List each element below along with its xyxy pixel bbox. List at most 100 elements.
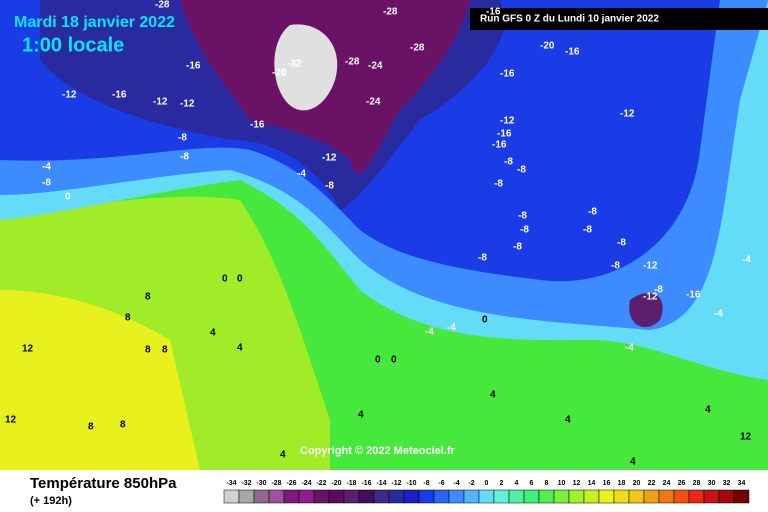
contour-label: -24 xyxy=(366,97,381,108)
scale-label: -2 xyxy=(468,480,474,487)
contour-label: -8 xyxy=(42,178,51,189)
contour-label: -12 xyxy=(62,90,77,101)
contour-label: -16 xyxy=(486,7,501,18)
contour-label: 0 xyxy=(375,355,381,366)
contour-label: -16 xyxy=(492,140,507,151)
contour-label: -8 xyxy=(518,211,527,222)
scale-label: 22 xyxy=(648,480,656,487)
contour-label: -12 xyxy=(322,153,337,164)
scale-label: -14 xyxy=(376,480,386,487)
contour-label: -8 xyxy=(611,261,620,272)
contour-label: -20 xyxy=(272,68,287,79)
contour-label: 0 xyxy=(237,274,243,285)
contour-label: -12 xyxy=(153,97,168,108)
scale-swatch xyxy=(313,489,330,504)
contour-label: 12 xyxy=(22,344,34,355)
scale-label: -12 xyxy=(391,480,401,487)
scale-label: 18 xyxy=(618,480,626,487)
contour-label: 0 xyxy=(65,192,71,203)
contour-label: -4 xyxy=(742,255,751,266)
scale-label: -28 xyxy=(271,480,281,487)
scale-swatch xyxy=(268,489,285,504)
contour-label: 0 xyxy=(482,315,488,326)
scale-label: -20 xyxy=(331,480,341,487)
contour-label: -16 xyxy=(186,61,201,72)
contour-label: 4 xyxy=(705,405,711,416)
contour-label: -20 xyxy=(540,41,555,52)
scale-swatch xyxy=(448,489,465,504)
contour-label: -4 xyxy=(297,169,306,180)
contour-label: -12 xyxy=(643,261,658,272)
contour-label: -32 xyxy=(287,59,302,70)
scale-label: 4 xyxy=(515,480,519,487)
contour-label: 4 xyxy=(630,457,636,468)
contour-label: 8 xyxy=(145,292,151,303)
contour-label: -8 xyxy=(517,165,526,176)
contour-label: -4 xyxy=(447,323,456,334)
contour-label: -28 xyxy=(410,43,425,54)
map-time: 1:00 locale xyxy=(22,34,124,56)
scale-swatch xyxy=(493,489,510,504)
contour-label: 12 xyxy=(740,432,752,443)
contour-label: -28 xyxy=(345,57,360,68)
scale-swatch xyxy=(553,489,570,504)
scale-swatch xyxy=(373,489,390,504)
scale-label: -18 xyxy=(346,480,356,487)
contour-label: -8 xyxy=(478,253,487,264)
scale-label: -6 xyxy=(438,480,444,487)
contour-label: -8 xyxy=(504,157,513,168)
run-banner xyxy=(470,8,768,30)
scale-swatch xyxy=(688,489,705,504)
contour-label: -8 xyxy=(178,133,187,144)
scale-label: 30 xyxy=(708,480,716,487)
contour-label: 8 xyxy=(145,345,151,356)
scale-label: 26 xyxy=(678,480,686,487)
scale-swatch xyxy=(298,489,315,504)
scale-label: 28 xyxy=(693,480,701,487)
contour-label: -16 xyxy=(112,90,127,101)
contour-label: -8 xyxy=(654,285,663,296)
scale-swatch xyxy=(538,489,555,504)
contour-label: -8 xyxy=(520,225,529,236)
scale-swatch xyxy=(238,489,255,504)
contour-label: -12 xyxy=(620,109,635,120)
scale-swatch xyxy=(643,489,660,504)
scale-swatch xyxy=(628,489,645,504)
scale-swatch xyxy=(328,489,345,504)
scale-swatch xyxy=(523,489,540,504)
contour-label: -24 xyxy=(368,61,383,72)
scale-label: -4 xyxy=(453,480,459,487)
contour-label: -16 xyxy=(250,120,265,131)
copyright: Copyright © 2022 Meteociel.fr xyxy=(300,445,456,457)
contour-label: -4 xyxy=(714,309,723,320)
lead-time: (+ 192h) xyxy=(30,495,72,507)
contour-label: -8 xyxy=(494,179,503,190)
scale-label: 10 xyxy=(558,480,566,487)
contour-label: -28 xyxy=(383,7,398,18)
scale-label: -26 xyxy=(286,480,296,487)
scale-label: 2 xyxy=(500,480,504,487)
contour-label: -16 xyxy=(500,69,515,80)
arctic-core xyxy=(274,24,338,111)
contour-label: 0 xyxy=(222,274,228,285)
scale-swatch xyxy=(358,489,375,504)
scale-label: 20 xyxy=(633,480,641,487)
scale-swatch xyxy=(718,489,735,504)
scale-swatch xyxy=(568,489,585,504)
scale-swatch xyxy=(583,489,600,504)
contour-label: 4 xyxy=(490,390,496,401)
contour-label: 4 xyxy=(210,328,216,339)
scale-swatch xyxy=(478,489,495,504)
run-info: Run GFS 0 Z du Lundi 10 janvier 2022 xyxy=(480,14,659,25)
scale-swatch xyxy=(703,489,720,504)
contour-label: -28 xyxy=(155,0,170,11)
scale-swatch xyxy=(613,489,630,504)
scale-label: 12 xyxy=(573,480,581,487)
contour-label: -8 xyxy=(325,181,334,192)
scale-label: -8 xyxy=(423,480,429,487)
scale-swatch xyxy=(433,489,450,504)
warmest-region xyxy=(0,290,200,470)
scale-label: 6 xyxy=(530,480,534,487)
contour-label: 4 xyxy=(358,410,364,421)
